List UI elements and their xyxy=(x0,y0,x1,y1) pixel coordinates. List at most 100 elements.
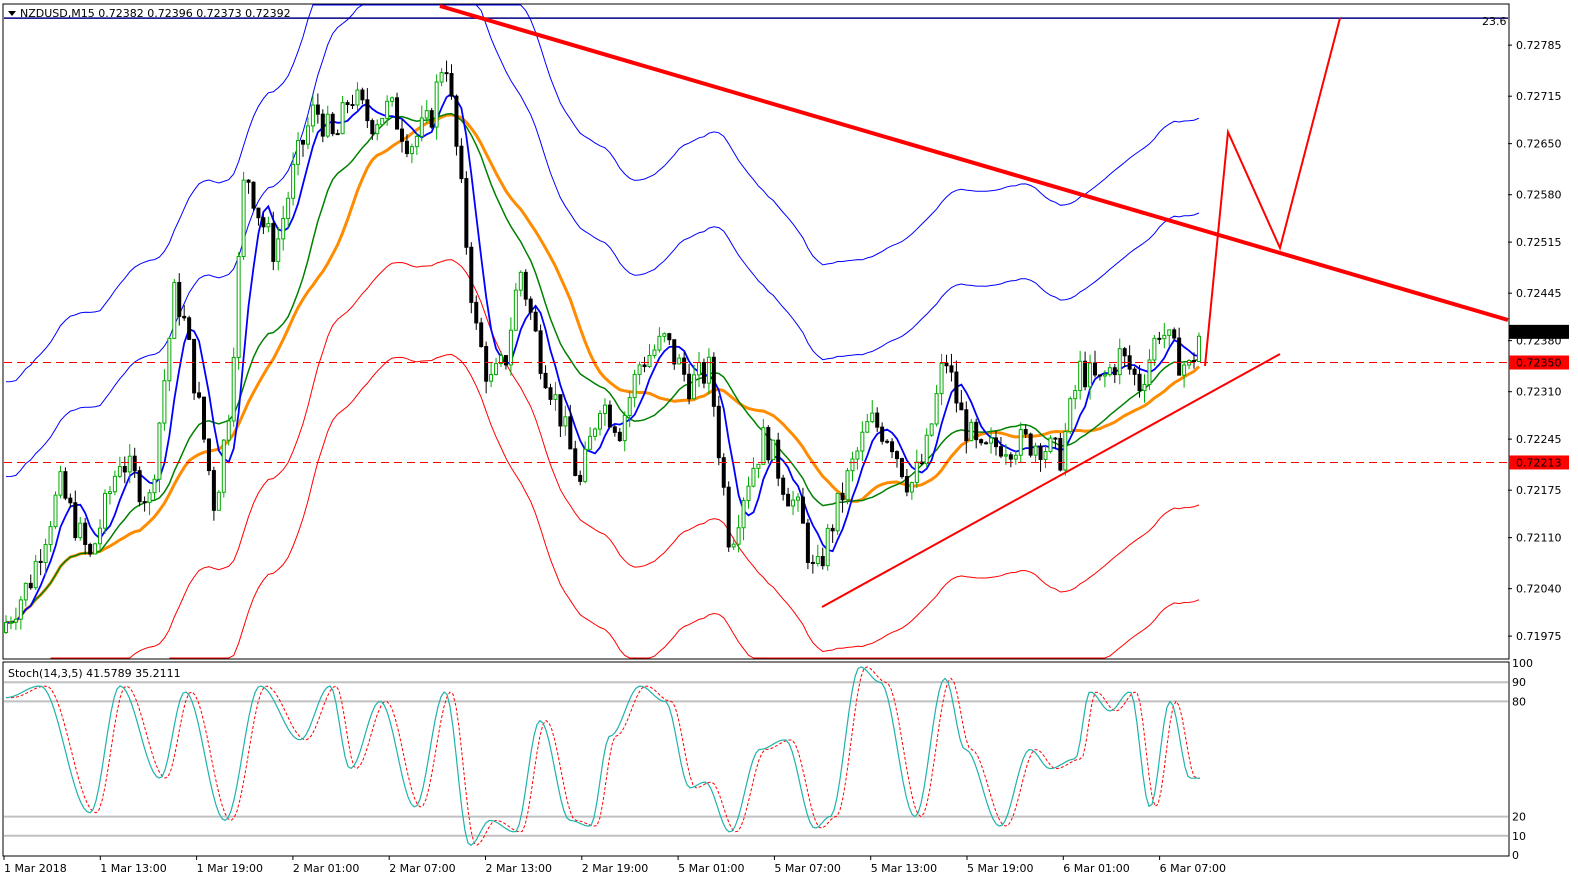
candle-body xyxy=(103,492,107,529)
candle-body xyxy=(479,322,484,348)
candle-body xyxy=(855,450,860,460)
candle-body xyxy=(484,346,489,382)
candle-body xyxy=(1068,398,1073,433)
candle-body xyxy=(880,426,885,442)
level-price-label: 0.72213 xyxy=(1516,456,1562,469)
drawn-objects[interactable]: 0.72350 0.72213 0.72392 xyxy=(4,4,1569,608)
candle-body xyxy=(1097,374,1102,377)
price-tick-label: 0.72310 xyxy=(1516,386,1562,399)
candle-body xyxy=(1152,337,1157,361)
envelope-bands xyxy=(5,4,1200,659)
candle-body xyxy=(964,409,969,442)
candle-body xyxy=(899,458,904,478)
candle-body xyxy=(632,373,637,399)
candle-body xyxy=(607,404,612,428)
candle-body xyxy=(1192,359,1196,363)
candle-body xyxy=(781,477,786,495)
candle-body xyxy=(43,544,48,563)
candle-body xyxy=(508,329,513,366)
candle-body xyxy=(612,426,617,433)
candle-body xyxy=(503,355,508,366)
candle-body xyxy=(454,95,459,147)
time-tick-label: 1 Mar 2018 xyxy=(4,862,67,875)
candle-body xyxy=(657,335,662,351)
candle-body xyxy=(474,301,479,324)
time-tick-label: 6 Mar 01:00 xyxy=(1063,862,1129,875)
candle-body xyxy=(33,560,38,589)
candle-body xyxy=(206,438,211,472)
candle-body xyxy=(1172,329,1177,339)
candle-body xyxy=(583,448,588,482)
candle-body xyxy=(414,135,419,148)
candle-body xyxy=(296,140,301,165)
candle-body xyxy=(875,412,880,428)
candle-body xyxy=(429,110,434,128)
main-plot-frame[interactable] xyxy=(2,3,1510,660)
ma-blue-line xyxy=(5,92,1200,624)
candle-body xyxy=(152,478,157,494)
price-tick-label: 0.72445 xyxy=(1516,287,1562,300)
candle-body xyxy=(439,72,444,83)
candle-body xyxy=(647,354,652,368)
candle-body xyxy=(870,412,875,423)
indicator-plot-frame[interactable] xyxy=(2,661,1510,857)
candle-body xyxy=(949,365,954,373)
candle-body xyxy=(1162,334,1167,340)
stoch-level-label: 90 xyxy=(1512,676,1526,689)
chart-background-layer xyxy=(4,681,1508,837)
candle-body xyxy=(1093,362,1097,376)
ascending-trendline xyxy=(821,353,1281,608)
price-tick-label: 0.71975 xyxy=(1516,630,1562,643)
price-tick-label: 0.72580 xyxy=(1516,189,1562,202)
candle-body xyxy=(23,582,28,601)
price-tick-label: 0.72785 xyxy=(1516,39,1562,52)
candle-body xyxy=(998,446,1003,457)
time-tick-label: 1 Mar 19:00 xyxy=(197,862,263,875)
candle-body xyxy=(860,431,865,452)
candle-body xyxy=(593,428,598,437)
candle-body xyxy=(994,437,998,448)
candle-body xyxy=(370,120,375,135)
candle-body xyxy=(543,372,548,389)
candle-body xyxy=(820,555,825,567)
candle-body xyxy=(622,414,627,442)
candle-body xyxy=(98,527,103,545)
candle-body xyxy=(904,476,909,493)
candle-body xyxy=(380,117,385,126)
stoch-main-line xyxy=(5,666,1200,846)
price-axis: 0.72785 0.72715 0.72650 0.72580 0.72515 0.724… xyxy=(1508,39,1562,643)
candle-body xyxy=(315,104,320,115)
candle-body xyxy=(211,470,216,511)
candle-body xyxy=(706,356,711,384)
candle-body xyxy=(652,349,657,356)
candle-body xyxy=(182,315,187,319)
candle-body xyxy=(499,355,503,365)
candle-body xyxy=(776,439,781,479)
lower-band-line xyxy=(169,353,1200,659)
lower-band-line xyxy=(50,259,1200,659)
ma-orange-line xyxy=(5,113,1201,625)
candle-body xyxy=(162,380,167,424)
stoch-level-label: 80 xyxy=(1512,695,1526,708)
candle-body xyxy=(578,474,583,482)
candle-body xyxy=(1142,383,1147,392)
candle-body xyxy=(682,357,687,375)
candle-body xyxy=(192,338,197,394)
candle-body xyxy=(167,337,172,382)
candle-body xyxy=(731,543,736,548)
time-tick-label: 6 Mar 07:00 xyxy=(1160,862,1226,875)
price-tick-label: 0.72380 xyxy=(1516,335,1562,348)
candle-body xyxy=(909,482,914,493)
candle-body xyxy=(914,461,919,484)
candle-body xyxy=(404,140,409,155)
candle-body xyxy=(518,271,523,291)
candle-body xyxy=(528,298,533,313)
candle-body xyxy=(246,179,251,183)
level-price-tag xyxy=(1509,355,1569,370)
candle-body xyxy=(58,471,63,496)
candle-body xyxy=(885,440,890,443)
candle-body xyxy=(449,73,454,97)
dropdown-arrow-icon[interactable] xyxy=(8,11,16,16)
candle-body xyxy=(642,364,647,368)
